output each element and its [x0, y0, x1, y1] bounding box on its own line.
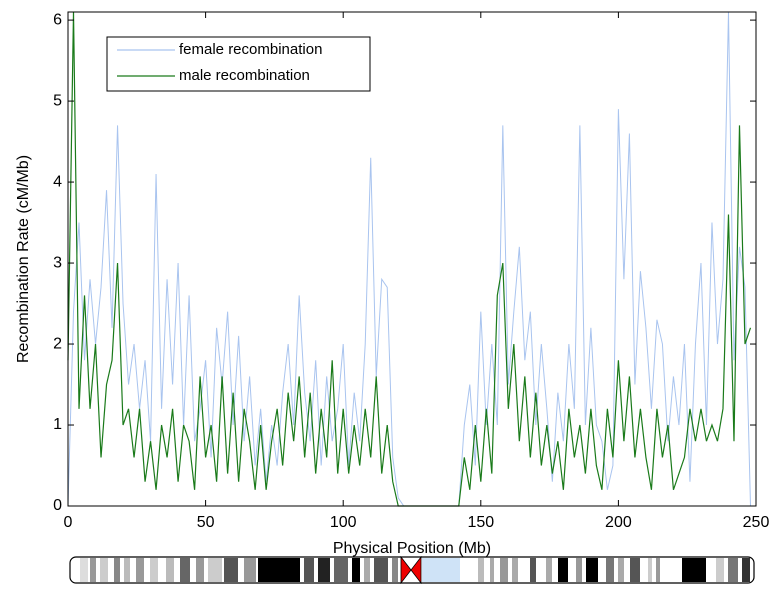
- y-tick-label: 5: [53, 92, 62, 109]
- y-tick-label: 0: [53, 497, 62, 514]
- x-tick-label: 250: [743, 514, 770, 531]
- legend-box: [106, 36, 371, 92]
- x-tick-label: 100: [330, 514, 357, 531]
- y-tick-label: 6: [53, 11, 62, 28]
- legend-label: male recombination: [179, 67, 310, 84]
- plot-area: [68, 12, 756, 506]
- x-tick-label: 150: [467, 514, 494, 531]
- plot-frame: [67, 11, 757, 507]
- x-tick-label: 0: [64, 514, 73, 531]
- bands: [80, 555, 750, 585]
- legend: female recombination male recombination: [106, 36, 371, 92]
- y-tick-label: 3: [53, 254, 62, 271]
- y-tick-label: 4: [53, 173, 62, 190]
- ideogram: [69, 555, 755, 585]
- x-axis-label: Physical Position (Mb): [333, 540, 491, 557]
- y-tick-label: 2: [53, 335, 62, 352]
- y-tick-label: 1: [53, 416, 62, 433]
- x-tick-label: 50: [197, 514, 215, 531]
- x-tick-label: 200: [605, 514, 632, 531]
- y-axis-label: Recombination Rate (cM/Mb): [15, 155, 32, 363]
- legend-label: female recombination: [179, 41, 322, 58]
